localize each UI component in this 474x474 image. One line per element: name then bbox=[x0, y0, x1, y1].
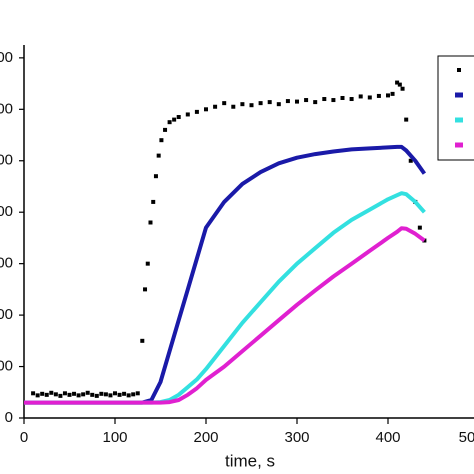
data-point bbox=[76, 393, 81, 398]
data-point bbox=[67, 392, 72, 397]
y-tick-label: 00 bbox=[0, 203, 13, 220]
x-tick-label: 0 bbox=[20, 429, 28, 446]
data-point bbox=[295, 99, 299, 104]
data-point bbox=[204, 107, 208, 112]
data-point bbox=[131, 392, 136, 397]
data-point bbox=[163, 127, 168, 132]
data-point bbox=[258, 101, 263, 106]
data-point bbox=[145, 261, 150, 266]
data-point bbox=[117, 392, 122, 397]
x-tick-label: 400 bbox=[375, 429, 400, 446]
data-point bbox=[276, 102, 281, 107]
data-point bbox=[85, 390, 90, 395]
data-point bbox=[267, 100, 272, 105]
data-point bbox=[322, 97, 327, 102]
data-point bbox=[156, 153, 161, 158]
data-point bbox=[62, 391, 67, 396]
data-point bbox=[135, 391, 140, 396]
data-point bbox=[395, 80, 400, 85]
data-point bbox=[159, 138, 164, 143]
data-point bbox=[304, 98, 309, 103]
data-line bbox=[24, 226, 426, 405]
y-tick-label: 00 bbox=[0, 358, 13, 375]
y-tick-label: 00 bbox=[0, 100, 13, 117]
data-point bbox=[153, 174, 158, 179]
data-point bbox=[167, 120, 172, 125]
data-point bbox=[422, 238, 427, 243]
data-point bbox=[44, 392, 49, 397]
x-tick-label: 300 bbox=[284, 429, 309, 446]
legend-marker bbox=[457, 68, 461, 72]
data-point bbox=[390, 91, 395, 96]
data-point bbox=[35, 393, 40, 398]
data-point bbox=[99, 391, 104, 396]
data-point bbox=[367, 95, 372, 100]
x-tick-label: 50 bbox=[459, 429, 474, 446]
legend-marker bbox=[455, 142, 463, 148]
data-point bbox=[313, 100, 318, 105]
data-line bbox=[24, 191, 426, 405]
data-point bbox=[331, 98, 336, 103]
x-tick-label: 100 bbox=[102, 429, 127, 446]
data-point bbox=[81, 392, 86, 397]
data-line bbox=[24, 144, 427, 405]
data-point bbox=[53, 392, 58, 397]
x-tick-label: 200 bbox=[193, 429, 218, 446]
data-point bbox=[140, 338, 145, 343]
data-point bbox=[31, 391, 36, 396]
y-tick-label: 00 bbox=[0, 152, 13, 169]
data-point bbox=[397, 82, 402, 87]
y-tick-label: 00 bbox=[0, 49, 13, 66]
data-point bbox=[376, 93, 381, 98]
legend-marker bbox=[455, 117, 463, 123]
data-point bbox=[113, 391, 117, 396]
data-point bbox=[285, 99, 290, 104]
data-point bbox=[108, 393, 113, 398]
data-point bbox=[417, 225, 422, 230]
data-point bbox=[103, 392, 108, 397]
data-point bbox=[400, 86, 405, 91]
data-point bbox=[49, 390, 54, 395]
data-point bbox=[72, 391, 77, 396]
y-tick-label: 00 bbox=[0, 306, 13, 323]
legend-marker bbox=[455, 92, 463, 98]
y-tick-label: 00 bbox=[0, 255, 13, 272]
data-point bbox=[176, 115, 181, 120]
data-point bbox=[222, 101, 227, 106]
data-point bbox=[122, 391, 127, 396]
data-point bbox=[213, 104, 218, 109]
data-point bbox=[231, 104, 236, 109]
data-point bbox=[172, 117, 177, 122]
data-point bbox=[249, 103, 254, 108]
data-point bbox=[143, 287, 148, 292]
data-point bbox=[240, 102, 245, 107]
data-point bbox=[340, 95, 345, 100]
data-point bbox=[40, 391, 45, 396]
data-point bbox=[408, 158, 413, 163]
x-axis-label: time, s bbox=[225, 451, 275, 470]
data-point bbox=[349, 97, 354, 102]
data-point bbox=[90, 392, 95, 397]
data-point bbox=[148, 220, 153, 225]
data-point bbox=[126, 393, 131, 398]
data-point bbox=[151, 199, 156, 204]
data-point bbox=[94, 393, 99, 398]
data-point bbox=[358, 94, 363, 99]
data-point bbox=[194, 109, 199, 114]
data-point bbox=[58, 393, 63, 398]
data-point bbox=[386, 93, 390, 98]
data-point bbox=[185, 112, 190, 117]
y-tick-label: 0 bbox=[5, 409, 13, 426]
data-point bbox=[404, 117, 409, 122]
